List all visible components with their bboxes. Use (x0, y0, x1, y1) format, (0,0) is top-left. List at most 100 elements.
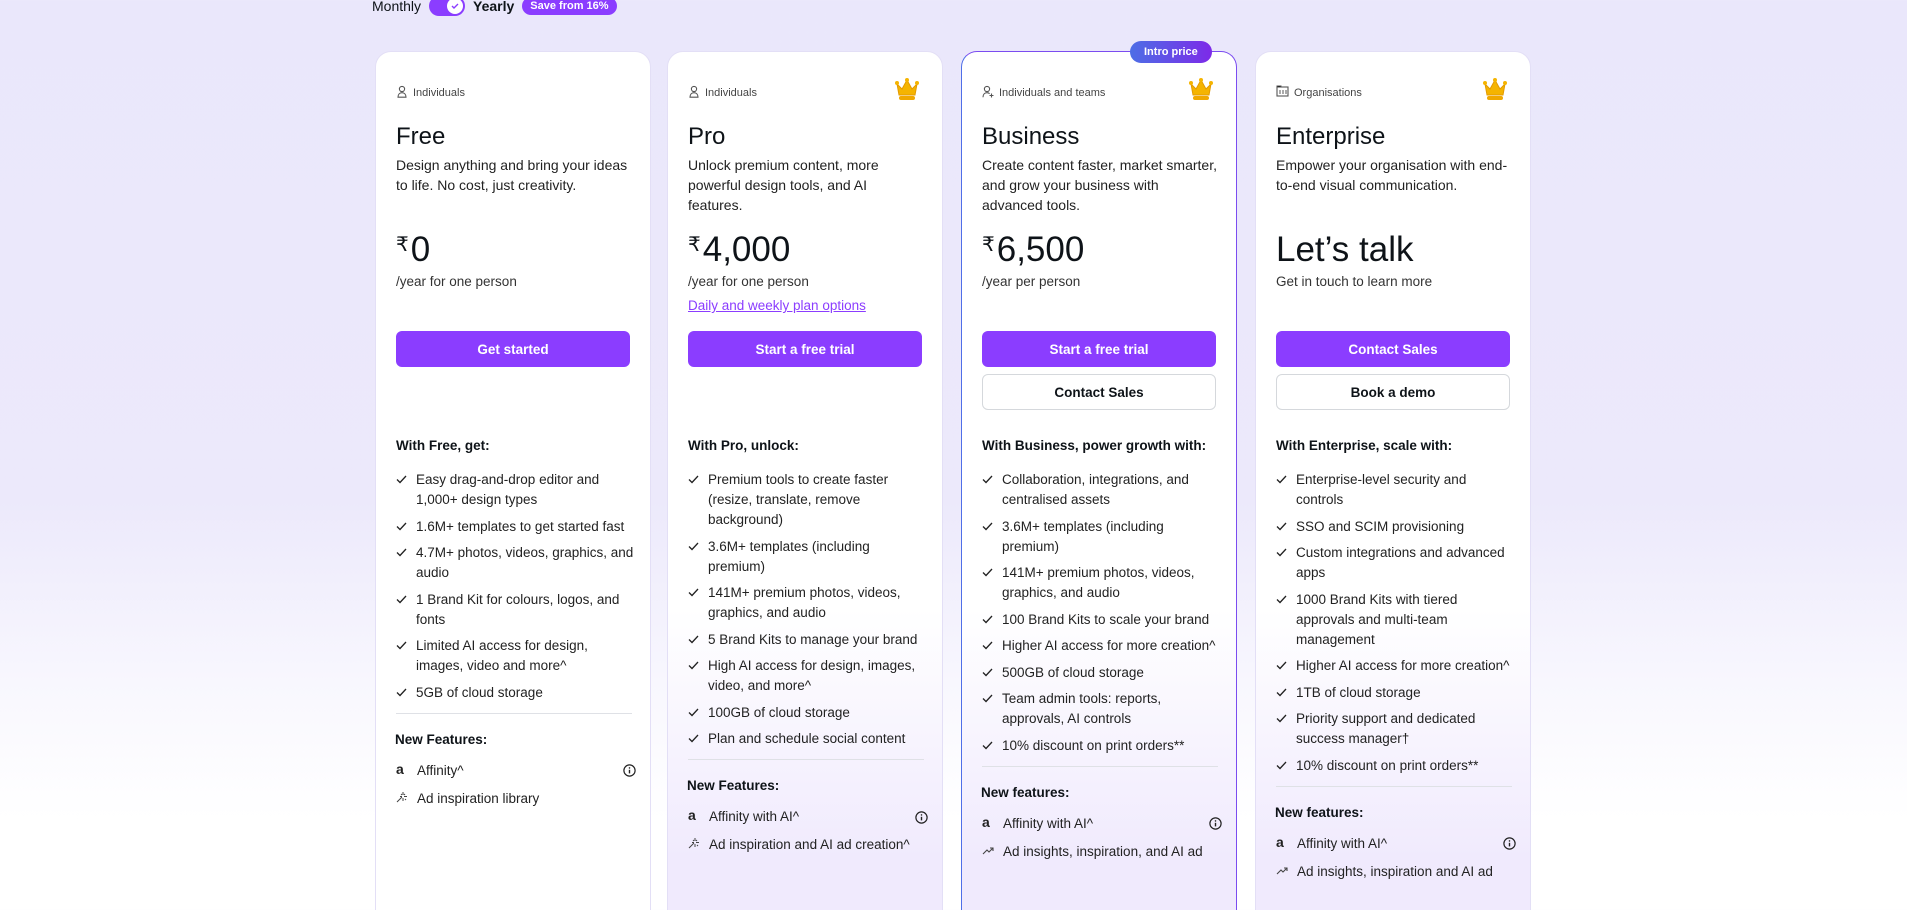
svg-text:a: a (982, 816, 990, 828)
price-period: /year per person (982, 274, 1081, 289)
intro-price-badge: Intro price (1130, 41, 1212, 63)
feature-item: 1.6M+ templates to get started fast (396, 517, 636, 537)
check-icon (396, 475, 407, 484)
affinity-icon: a (396, 761, 408, 781)
svg-text:a: a (396, 763, 404, 775)
check-icon (1276, 761, 1287, 769)
check-icon (447, 0, 464, 14)
feature-item: Custom integrations and advanced apps (1276, 543, 1516, 583)
feature-text: 4.7M+ photos, videos, graphics, and audi… (416, 545, 634, 580)
divider (688, 759, 924, 760)
yearly-label[interactable]: Yearly (473, 0, 515, 14)
info-icon[interactable] (1209, 817, 1222, 830)
feature-text: Custom integrations and advanced apps (1296, 545, 1505, 580)
currency-symbol: ₹ (982, 234, 995, 256)
check-icon (1276, 714, 1287, 723)
crown-icon (1483, 78, 1507, 100)
check-icon (688, 661, 699, 670)
svg-text:a: a (688, 809, 696, 821)
feature-item: High AI access for design, images, video… (688, 656, 928, 696)
price-value: Let’s talk (1276, 230, 1414, 269)
primary-cta-button[interactable]: Contact Sales (1276, 331, 1510, 367)
new-feature-text: Affinity with AI^ (709, 809, 800, 824)
plan-price: ₹6,500 (982, 230, 1084, 270)
price-value: 6,500 (996, 230, 1085, 269)
new-feature-text: Affinity with AI^ (1003, 815, 1094, 831)
check-icon (396, 595, 407, 603)
feature-item: 10% discount on print orders** (1276, 756, 1516, 776)
check-icon (982, 615, 993, 623)
person-icon (688, 85, 700, 101)
plan-title: Free (396, 123, 446, 150)
feature-text: Easy drag-and-drop editor and 1,000+ des… (416, 472, 600, 507)
check-icon (396, 688, 407, 696)
audience-text: Individuals (413, 87, 465, 99)
billing-period-toggle[interactable] (429, 0, 466, 16)
new-feature-text: Affinity^ (417, 762, 464, 778)
feature-item: SSO and SCIM provisioning (1276, 517, 1516, 537)
feature-text: High AI access for design, images, video… (708, 658, 916, 693)
currency-symbol: ₹ (396, 234, 409, 256)
audience-label: Individuals (688, 85, 757, 101)
info-icon[interactable] (1503, 837, 1516, 850)
new-feature-item: Ad insights, inspiration, and AI ad (982, 842, 1222, 862)
plan-description: Empower your organisation with end-to-en… (1276, 157, 1508, 193)
features-list: Easy drag-and-drop editor and 1,000+ des… (395, 470, 636, 817)
feature-item: Easy drag-and-drop editor and 1,000+ des… (396, 470, 636, 510)
features-heading: With Enterprise, scale with: (1276, 438, 1453, 453)
price-period: /year for one person (396, 274, 517, 289)
new-feature-item: a Affinity with AI^ (982, 814, 1222, 834)
audience-text: Organisations (1294, 86, 1362, 99)
feature-item: 10% discount on print orders** (982, 736, 1222, 756)
check-icon (688, 635, 699, 643)
feature-item: 141M+ premium photos, videos, graphics, … (688, 583, 928, 623)
price-period: /year for one person (688, 274, 809, 289)
plan-card-business: Intro price Individuals and teams Business… (961, 41, 1237, 910)
feature-item: Collaboration, integrations, and central… (982, 470, 1222, 510)
feature-text: 5GB of cloud storage (416, 684, 543, 700)
feature-item: Enterprise-level security and controls (1276, 470, 1516, 510)
plan-description: Unlock premium content, more powerful de… (688, 157, 879, 213)
feature-item: 3.6M+ templates (including premium) (688, 537, 928, 577)
check-icon (688, 542, 699, 550)
feature-item: Higher AI access for more creation^ (982, 636, 1222, 656)
currency-symbol: ₹ (688, 234, 701, 256)
secondary-cta-button[interactable]: Contact Sales (982, 374, 1216, 410)
svg-text:a: a (1276, 836, 1284, 848)
new-feature-text: Affinity with AI^ (1297, 835, 1388, 851)
primary-cta-button[interactable]: Start a free trial (688, 331, 922, 367)
feature-item: Limited AI access for design, images, vi… (396, 636, 636, 676)
feature-text: 3.6M+ templates (including premium) (708, 538, 870, 574)
check-icon (396, 548, 407, 557)
secondary-cta-button[interactable]: Book a demo (1276, 374, 1510, 410)
feature-item: 1000 Brand Kits with tiered approvals an… (1276, 590, 1516, 650)
feature-item: Higher AI access for more creation^ (1276, 656, 1516, 676)
price-value: 0 (410, 230, 431, 269)
info-icon[interactable] (915, 810, 928, 824)
trending-icon (1276, 862, 1288, 882)
check-icon (688, 734, 699, 743)
building-icon (1276, 85, 1289, 100)
feature-text: 1.6M+ templates to get started fast (416, 518, 625, 534)
new-feature-item: a Affinity^ (396, 761, 636, 781)
plan-options-link[interactable]: Daily and weekly plan options (688, 298, 866, 313)
new-feature-text: Ad insights, inspiration, and AI ad (1003, 843, 1203, 859)
features-list: Collaboration, integrations, and central… (981, 470, 1222, 870)
new-features-heading: New features: (981, 784, 1070, 800)
check-icon (982, 741, 993, 749)
feature-item: 100GB of cloud storage (688, 703, 928, 723)
plan-description: Create content faster, market smarter, a… (982, 157, 1217, 213)
sparkle-icon (688, 835, 700, 855)
primary-cta-button[interactable]: Get started (396, 331, 630, 367)
check-icon (982, 694, 993, 703)
new-feature-item: a Affinity with AI^ (688, 807, 928, 827)
info-icon[interactable] (623, 764, 636, 777)
feature-text: 10% discount on print orders** (1002, 737, 1185, 753)
features-heading: With Free, get: (396, 438, 490, 453)
price-period: Get in touch to learn more (1276, 274, 1433, 289)
feature-item: 141M+ premium photos, videos, graphics, … (982, 563, 1222, 603)
monthly-label[interactable]: Monthly (372, 0, 422, 14)
audience-label: Individuals and teams (982, 85, 1105, 101)
plan-price: Let’s talk (1276, 230, 1414, 270)
primary-cta-button[interactable]: Start a free trial (982, 331, 1216, 367)
